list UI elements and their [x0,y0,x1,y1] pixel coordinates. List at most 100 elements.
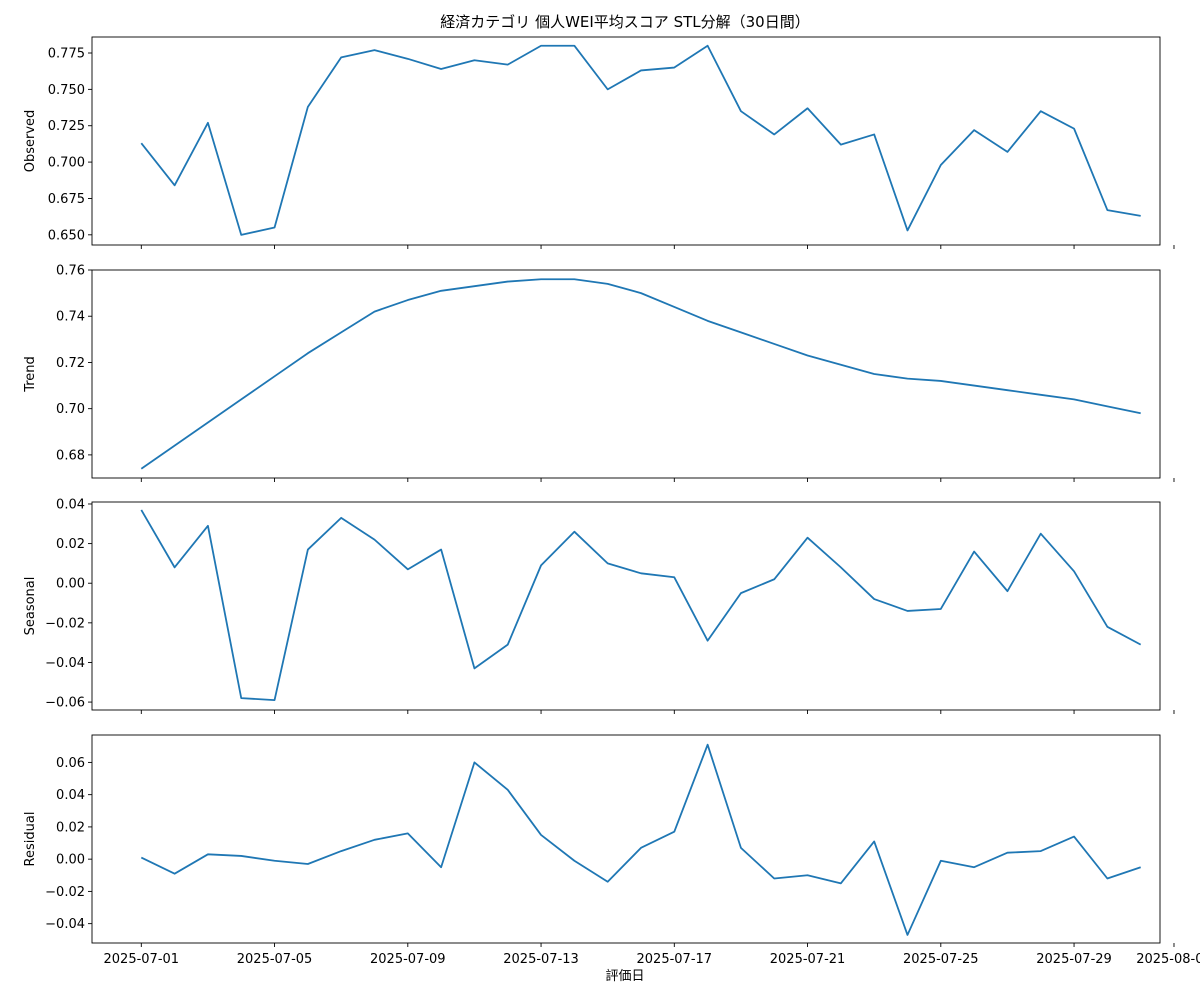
data-point [507,63,509,65]
data-point [706,45,708,47]
data-point [307,106,309,108]
data-point [240,398,242,400]
x-tick-label: 2025-07-01 [104,952,180,967]
data-point [207,122,209,124]
chart-title: 経済カテゴリ 個人WEI平均スコア STL分解（30日間） [440,13,809,31]
series-line-observed [140,44,1141,236]
data-point [140,142,142,144]
data-point [806,107,808,109]
series-line-trend [140,278,1141,470]
data-point [273,375,275,377]
data-point [873,373,875,375]
panel-seasonal: 0.04 0.02 0.00 −0.02 −0.04 −0.06 Seasonal [23,497,1175,714]
y-tick-label: 0.750 [48,83,85,98]
data-point [640,69,642,71]
data-point [440,866,442,868]
data-point [1006,590,1008,592]
y-tick-label: 0.06 [56,756,85,771]
y-axis-label: Residual [23,812,38,867]
axes-frame [91,734,1161,944]
data-point [840,364,842,366]
data-point [773,877,775,879]
data-point [440,68,442,70]
y-tick-label: −0.06 [45,696,85,711]
y-axis-label: Seasonal [23,577,38,636]
data-point [940,164,942,166]
data-point [507,280,509,282]
data-point [173,444,175,446]
data-point [440,548,442,550]
y-tick-label: 0.02 [56,820,85,835]
x-tick-label: 2025-07-29 [1036,952,1112,967]
data-point [940,860,942,862]
data-point [273,699,275,701]
y-tick-label: −0.04 [45,917,85,932]
data-point [1006,389,1008,391]
data-point [1106,209,1108,211]
data-point [940,608,942,610]
y-tick-label: 0.00 [56,577,85,592]
data-point [173,872,175,874]
x-axis-label: 評価日 [605,969,644,984]
data-point [207,853,209,855]
data-point [840,882,842,884]
data-point [1040,110,1042,112]
data-point [240,234,242,236]
data-point [340,517,342,519]
data-point [340,850,342,852]
axes-frame [91,501,1161,711]
data-point [606,88,608,90]
y-tick-label: 0.725 [48,119,85,134]
data-point [1106,405,1108,407]
data-point [873,598,875,600]
y-tick-label: 0.70 [56,402,85,417]
data-point [473,285,475,287]
y-tick-label: 0.00 [56,853,85,868]
x-tick-label: 2025-07-13 [503,952,579,967]
data-point [773,133,775,135]
data-point [140,856,142,858]
data-point [906,610,908,612]
data-point [806,874,808,876]
panels-group: 0.6500.6750.7000.7250.7500.775Observed0.… [23,36,1200,967]
data-point [507,643,509,645]
data-point [673,831,675,833]
data-point [906,377,908,379]
y-axis-label: Observed [23,110,38,173]
data-point [140,509,142,511]
data-point [173,566,175,568]
data-point [873,840,875,842]
data-point [1139,866,1141,868]
data-point [773,343,775,345]
axes-frame [91,269,1161,479]
data-point [373,839,375,841]
y-axis-label: Trend [23,356,38,393]
data-point [473,761,475,763]
data-point [1073,398,1075,400]
data-point [806,354,808,356]
data-point [740,847,742,849]
y-tick-label: 0.04 [56,788,85,803]
data-point [1106,626,1108,628]
data-point [1073,835,1075,837]
y-tick-label: 0.700 [48,156,85,171]
x-tick-label: 2025-08-01 [1136,952,1200,967]
data-point [573,278,575,280]
data-point [440,290,442,292]
x-tick-label: 2025-07-09 [370,952,446,967]
data-point [973,866,975,868]
y-tick-label: 0.675 [48,192,85,207]
data-point [873,133,875,135]
data-point [1139,412,1141,414]
data-point [1106,877,1108,879]
data-point [606,881,608,883]
x-tick-label: 2025-07-25 [903,952,979,967]
data-point [940,380,942,382]
y-tick-label: −0.02 [45,885,85,900]
data-point [407,299,409,301]
data-point [540,278,542,280]
data-point [673,66,675,68]
data-point [207,421,209,423]
data-point [973,550,975,552]
